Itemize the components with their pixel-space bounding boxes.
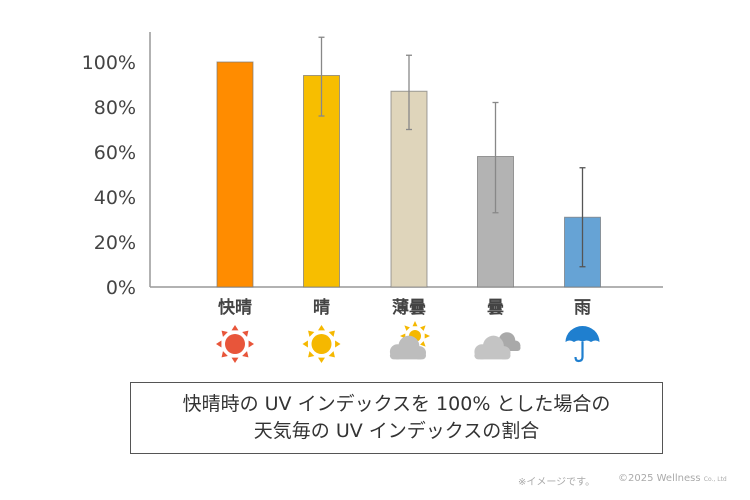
y-tick-label: 40% [94,187,136,209]
sun-ray [231,357,239,363]
cloud-shape [474,335,511,360]
copyright-text: ©2025 Wellness [618,473,701,484]
sun-yellow-icon [302,325,341,363]
copyright-suffix: Co., Ltd [703,476,727,483]
sun-ray [231,325,239,331]
y-tick-label: 20% [94,232,136,254]
y-tick-label: 60% [94,142,136,164]
caption-line-1: 快晴時の UV インデックスを 100% とした場合の [182,393,611,415]
sun-ray [221,351,228,358]
sun-ray [412,321,418,327]
error-bar-曇 [492,101,499,214]
sun-ray [221,330,228,337]
sun-red-icon [216,325,254,363]
umbrella-canopy [565,326,600,342]
sun-ray [404,325,410,331]
cloud-sun-icon [389,321,430,360]
x-tick-label: 曇 [487,298,504,318]
error-bar-晴 [318,36,325,117]
sun-shape [302,325,341,363]
error-bar-薄曇 [406,54,412,131]
sun-disc [311,334,332,354]
cloud-base [474,351,511,360]
bar-快晴 [216,61,254,288]
sun-ray [248,340,254,348]
sun-ray [302,340,308,348]
y-tick-label: 0% [106,277,136,299]
sun-ray [216,340,222,348]
sun-ray [242,330,249,337]
x-tick-label: 薄曇 [392,297,426,318]
sun-ray [420,325,426,331]
bar-chart: 0% 20% 40% 60% 80% 100% 快晴 晴 薄曇 曇 雨 [82,32,663,363]
sun-ray [335,340,341,348]
sun-ray [308,351,315,358]
sun-ray [328,351,335,358]
x-tick-label: 雨 [574,298,591,318]
chart-caption: 快晴時の UV インデックスを 100% とした場合の 天気毎の UV インデッ… [130,382,663,454]
sun-ray [318,357,325,363]
sun-ray [424,333,430,339]
sun-ray [328,330,335,337]
cloud-base [389,351,426,360]
sun-ray [308,330,315,337]
y-tick-label: 80% [94,97,136,119]
error-bar-雨 [579,167,586,268]
sun-ray [242,351,249,358]
caption-line-2: 天気毎の UV インデックスの割合 [253,420,540,442]
x-tick-label: 快晴 [218,297,252,318]
umbrella-handle [574,342,584,363]
umbrella-icon [565,326,600,363]
y-tick-label: 100% [82,52,136,74]
bar-薄曇 [390,90,428,288]
copyright: ©2025 Wellness Co., Ltd [618,473,727,484]
clouds-icon [474,332,521,360]
sun-shape [216,325,254,363]
sun-ray [420,341,426,347]
sun-ray [318,325,325,331]
x-tick-label: 晴 [313,298,330,318]
cloud-shape [389,335,426,360]
sun-disc [225,334,245,354]
image-note: ※イメージです。 [518,477,596,488]
